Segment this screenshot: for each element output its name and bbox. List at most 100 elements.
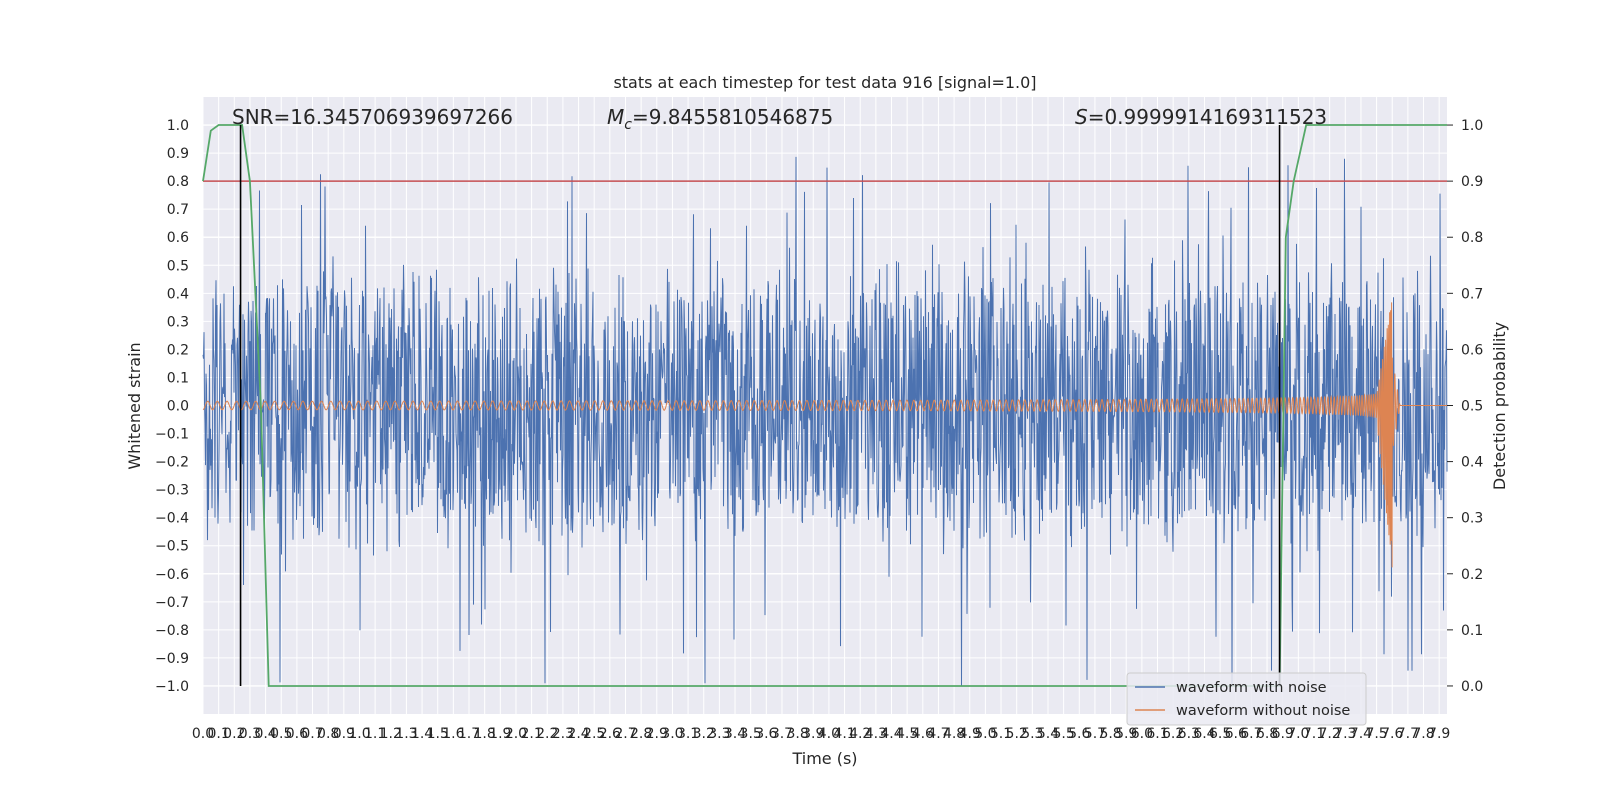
x-tick-label: 1.9 [489, 726, 511, 742]
x-tick-label: 1.8 [474, 726, 496, 742]
x-tick-label: 4.7 [927, 726, 949, 742]
right-y-tick-label: 0.6 [1461, 342, 1483, 358]
x-tick-label: 3.9 [802, 726, 824, 742]
x-tick-label: 0.3 [239, 726, 261, 742]
y-tick-label: 1.0 [167, 118, 189, 134]
right-y-tick-label: 0.4 [1461, 455, 1483, 471]
y-tick-label: 0.4 [167, 286, 189, 302]
series-waveform-without-noise-line [202, 302, 1447, 568]
x-tick-label: 6.7 [1240, 726, 1262, 742]
x-axis-label: Time (s) [791, 749, 857, 768]
x-tick-label: 2.3 [552, 726, 574, 742]
x-tick-label: 7.2 [1319, 726, 1341, 742]
x-tick-label: 5.4 [1037, 726, 1059, 742]
right-y-tick-label: 0.9 [1461, 174, 1483, 190]
x-tick-label: 6.2 [1162, 726, 1184, 742]
y-tick-label: −0.5 [155, 539, 189, 555]
y-tick-label: −1.0 [155, 679, 189, 695]
x-tick-label: 1.7 [458, 726, 480, 742]
x-tick-label: 1.0 [348, 726, 370, 742]
x-tick-label: 3.3 [708, 726, 730, 742]
x-tick-label: 0.7 [301, 726, 323, 742]
x-tick-label: 7.8 [1412, 726, 1434, 742]
y-tick-labels: −1.0 −0.9 −0.8 −0.7 −0.6 −0.5 −0.4 −0.3 −0.2 −0.1… [155, 118, 189, 695]
y-tick-label: 0.7 [167, 202, 189, 218]
x-tick-label: 2.0 [505, 726, 527, 742]
x-tick-label: 7.4 [1350, 726, 1372, 742]
x-tick-label: 1.2 [380, 726, 402, 742]
x-tick-label: 3.4 [724, 726, 746, 742]
x-tick-label: 2.4 [567, 726, 589, 742]
x-tick-label: 5.3 [1021, 726, 1043, 742]
x-tick-label: 4.9 [959, 726, 981, 742]
snr-annotation: SNR=16.345706939697266 [232, 105, 513, 129]
legend-box [1126, 672, 1367, 726]
x-tick-label: 7.3 [1334, 726, 1356, 742]
x-tick-label: 2.2 [536, 726, 558, 742]
x-tick-label: 3.8 [786, 726, 808, 742]
x-tick-label: 6.8 [1256, 726, 1278, 742]
x-tick-label: 4.8 [943, 726, 965, 742]
right-y-tick-label: 1.0 [1461, 118, 1483, 134]
x-tick-label: 3.2 [693, 726, 715, 742]
x-tick-label: 5.7 [1084, 726, 1106, 742]
x-tick-label: 3.1 [677, 726, 699, 742]
mc-value: =9.8455810546875 [632, 105, 833, 129]
x-tick-label: 0.2 [223, 726, 245, 742]
x-tick-label: 1.3 [395, 726, 417, 742]
x-tick-labels: 0.00.10.20.30.40.50.60.70.80.91.01.11.21… [192, 726, 1450, 742]
y-tick-label: −0.3 [155, 483, 189, 499]
y-tick-label: 0.3 [167, 314, 189, 330]
s-value: =0.9999914169311523 [1088, 105, 1327, 129]
x-tick-label: 5.5 [1052, 726, 1074, 742]
y-tick-label: 0.2 [167, 342, 189, 358]
mc-annotation: Mc=9.8455810546875 [607, 105, 833, 133]
right-y-tick-label: 0.1 [1461, 623, 1483, 639]
mc-symbol: M [607, 105, 624, 129]
x-tick-label: 0.5 [270, 726, 292, 742]
x-tick-label: 5.2 [1006, 726, 1028, 742]
x-tick-label: 7.1 [1303, 726, 1325, 742]
x-tick-label: 6.6 [1225, 726, 1247, 742]
y-tick-label: −0.7 [155, 595, 189, 611]
x-tick-label: 6.5 [1209, 726, 1231, 742]
x-tick-label: 6.9 [1272, 726, 1294, 742]
right-y-tick-label: 0.2 [1461, 567, 1483, 583]
x-tick-label: 7.5 [1365, 726, 1387, 742]
legend: waveform with noise waveform without noi… [1126, 672, 1367, 726]
legend-label-waveform-without-noise: waveform without noise [1176, 703, 1350, 719]
x-tick-label: 4.1 [833, 726, 855, 742]
x-tick-label: 5.9 [1115, 726, 1137, 742]
right-y-tick-label: 0.8 [1461, 230, 1483, 246]
x-tick-label: 3.7 [771, 726, 793, 742]
x-tick-label: 1.5 [427, 726, 449, 742]
series-detection-probability-line [202, 124, 1447, 687]
x-tick-label: 7.0 [1287, 726, 1309, 742]
x-tick-label: 0.0 [192, 726, 214, 742]
y-tick-label: −0.1 [155, 427, 189, 443]
x-tick-label: 4.4 [880, 726, 902, 742]
series-waveform-with-noise-line [202, 156, 1448, 686]
y-tick-label: 0.6 [167, 230, 189, 246]
x-tick-label: 0.8 [317, 726, 339, 742]
x-tick-label: 7.6 [1381, 726, 1403, 742]
x-tick-label: 2.9 [646, 726, 668, 742]
legend-label-waveform-with-noise: waveform with noise [1176, 680, 1327, 696]
mc-subscript: c [624, 117, 632, 133]
x-tick-label: 2.7 [614, 726, 636, 742]
y-tick-label: −0.8 [155, 623, 189, 639]
right-y-tick-label: 0.5 [1461, 399, 1483, 415]
y-tick-label: 0.5 [167, 258, 189, 274]
x-tick-label: 7.9 [1428, 726, 1450, 742]
x-tick-label: 2.5 [583, 726, 605, 742]
x-tick-label: 4.5 [896, 726, 918, 742]
chart-title: stats at each timestep for test data 916… [613, 73, 1036, 92]
x-tick-label: 6.0 [1131, 726, 1153, 742]
x-tick-label: 2.1 [520, 726, 542, 742]
x-tick-label: 3.6 [755, 726, 777, 742]
s-annotation: S=0.9999914169311523 [1075, 105, 1327, 129]
x-tick-label: 2.8 [630, 726, 652, 742]
x-tick-label: 1.1 [364, 726, 386, 742]
y-tick-label: 0.0 [167, 399, 189, 415]
x-tick-label: 3.5 [740, 726, 762, 742]
